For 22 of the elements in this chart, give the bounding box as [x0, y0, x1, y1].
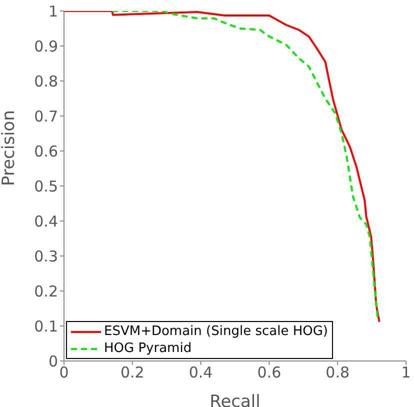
x-tick-label: 0.8: [326, 364, 350, 382]
y-tick-label: 0.5: [34, 177, 58, 196]
line-series: [64, 11, 380, 323]
y-tick-label: 0.9: [34, 37, 58, 56]
x-tick-label: 0.2: [120, 364, 144, 382]
y-tick-label: 0.7: [34, 107, 58, 126]
legend-label: HOG Pyramid: [104, 340, 192, 357]
y-tick-label: 1: [48, 2, 58, 20]
y-axis-title: Precision: [0, 110, 20, 186]
y-tick-label: 0: [48, 352, 58, 370]
y-tick-label: 0.6: [34, 142, 58, 160]
y-tick-label: 0.2: [34, 282, 58, 300]
x-axis-title: Recall: [210, 392, 260, 407]
y-tick-label: 0.8: [34, 72, 58, 90]
x-tick-label: 0.4: [188, 364, 213, 382]
x-tick-label: 1: [401, 364, 411, 382]
y-tick-label: 0.3: [34, 247, 58, 266]
line-series: [111, 11, 379, 318]
y-tick-label: 0.4: [34, 212, 58, 230]
y-tick-label: 0.1: [34, 317, 58, 336]
legend-label: ESVM+Domain (Single scale HOG): [104, 323, 328, 340]
x-tick-label: 0.6: [257, 364, 282, 382]
